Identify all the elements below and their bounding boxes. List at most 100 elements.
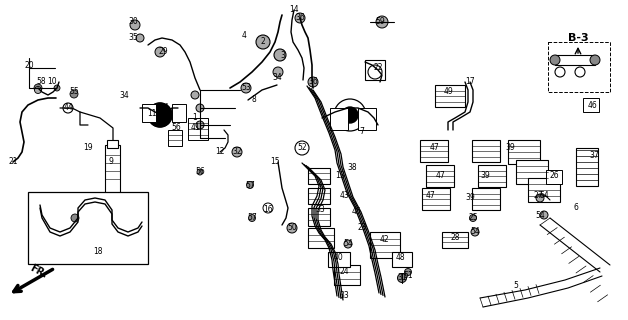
Text: 17: 17 bbox=[465, 77, 475, 86]
Text: 22: 22 bbox=[373, 63, 382, 73]
Text: 41: 41 bbox=[190, 124, 200, 132]
Bar bbox=[420, 140, 448, 162]
Circle shape bbox=[334, 99, 366, 131]
Bar bbox=[334, 265, 360, 285]
Text: 43: 43 bbox=[340, 190, 350, 199]
Text: 48: 48 bbox=[395, 253, 405, 262]
Text: 3: 3 bbox=[281, 51, 286, 60]
Circle shape bbox=[249, 214, 256, 221]
Circle shape bbox=[197, 169, 203, 175]
Bar bbox=[472, 188, 500, 210]
Text: 21: 21 bbox=[8, 157, 18, 166]
Circle shape bbox=[241, 83, 251, 93]
Bar bbox=[358, 108, 376, 130]
Bar bbox=[308, 208, 330, 226]
Circle shape bbox=[136, 34, 144, 42]
Text: 9: 9 bbox=[109, 157, 114, 166]
Bar bbox=[508, 140, 540, 164]
Text: 1: 1 bbox=[193, 114, 197, 123]
Text: 50: 50 bbox=[287, 223, 297, 233]
Circle shape bbox=[471, 228, 479, 236]
Circle shape bbox=[536, 194, 544, 202]
Text: 56: 56 bbox=[171, 124, 181, 132]
Text: B-3: B-3 bbox=[568, 33, 588, 43]
Bar bbox=[516, 160, 548, 184]
Bar bbox=[528, 178, 560, 202]
Text: 18: 18 bbox=[93, 247, 103, 257]
Text: 47: 47 bbox=[435, 171, 445, 180]
Bar bbox=[435, 85, 465, 107]
Text: 33: 33 bbox=[339, 292, 349, 300]
Text: 4: 4 bbox=[242, 30, 246, 39]
Text: 40: 40 bbox=[333, 253, 343, 262]
Circle shape bbox=[273, 67, 283, 77]
Bar bbox=[330, 108, 348, 130]
Text: 46: 46 bbox=[588, 100, 598, 109]
Bar bbox=[107, 193, 118, 201]
Text: 34: 34 bbox=[272, 74, 282, 83]
Bar bbox=[555, 55, 595, 65]
Text: 34: 34 bbox=[119, 91, 129, 100]
Bar bbox=[308, 188, 330, 204]
Text: 29: 29 bbox=[158, 47, 168, 57]
Text: 54: 54 bbox=[470, 228, 480, 236]
Text: FR.: FR. bbox=[28, 263, 48, 281]
Text: 36: 36 bbox=[308, 77, 318, 86]
Bar bbox=[370, 232, 400, 258]
Circle shape bbox=[295, 13, 305, 23]
Text: 58: 58 bbox=[36, 77, 46, 86]
Text: 39: 39 bbox=[465, 194, 475, 203]
Circle shape bbox=[71, 214, 79, 222]
Text: 27: 27 bbox=[533, 190, 543, 199]
Text: 28: 28 bbox=[450, 234, 460, 243]
Circle shape bbox=[54, 85, 60, 91]
Circle shape bbox=[196, 121, 204, 129]
Bar bbox=[442, 232, 468, 248]
Text: 8: 8 bbox=[252, 95, 256, 105]
Circle shape bbox=[155, 47, 165, 57]
Circle shape bbox=[342, 107, 358, 123]
Text: 51: 51 bbox=[403, 270, 413, 279]
Circle shape bbox=[376, 16, 388, 28]
Circle shape bbox=[63, 103, 73, 113]
Text: 25: 25 bbox=[468, 213, 478, 222]
Text: 7: 7 bbox=[360, 127, 364, 137]
Circle shape bbox=[295, 141, 309, 155]
Bar bbox=[28, 192, 148, 264]
Bar bbox=[422, 188, 450, 210]
Text: 39: 39 bbox=[505, 143, 515, 153]
Circle shape bbox=[308, 77, 318, 87]
Bar bbox=[365, 60, 385, 80]
Bar bbox=[172, 104, 186, 122]
Text: 38: 38 bbox=[347, 164, 357, 172]
Bar bbox=[188, 118, 208, 140]
Bar bbox=[308, 168, 330, 184]
Bar bbox=[328, 252, 350, 267]
Text: 10: 10 bbox=[47, 77, 57, 86]
Text: 11: 11 bbox=[147, 108, 157, 117]
Text: 42: 42 bbox=[379, 236, 389, 244]
Circle shape bbox=[344, 240, 352, 248]
Circle shape bbox=[196, 104, 204, 112]
Text: 54: 54 bbox=[539, 190, 549, 199]
Text: 12: 12 bbox=[215, 148, 225, 156]
Circle shape bbox=[130, 20, 140, 30]
Bar bbox=[478, 165, 506, 187]
Bar bbox=[308, 228, 334, 248]
Text: 14: 14 bbox=[289, 5, 299, 14]
Text: 44: 44 bbox=[63, 103, 73, 113]
Circle shape bbox=[35, 86, 41, 93]
Text: 2: 2 bbox=[261, 37, 266, 46]
Bar bbox=[392, 252, 412, 267]
Bar bbox=[548, 42, 610, 92]
Circle shape bbox=[575, 67, 585, 77]
Text: 37: 37 bbox=[589, 150, 599, 159]
Text: 5: 5 bbox=[514, 281, 519, 290]
Bar bbox=[426, 165, 454, 187]
Text: 39: 39 bbox=[480, 171, 490, 180]
Circle shape bbox=[191, 91, 199, 99]
Circle shape bbox=[232, 147, 242, 157]
Circle shape bbox=[34, 84, 42, 92]
Text: 31: 31 bbox=[397, 274, 407, 283]
Text: 52: 52 bbox=[297, 143, 307, 153]
